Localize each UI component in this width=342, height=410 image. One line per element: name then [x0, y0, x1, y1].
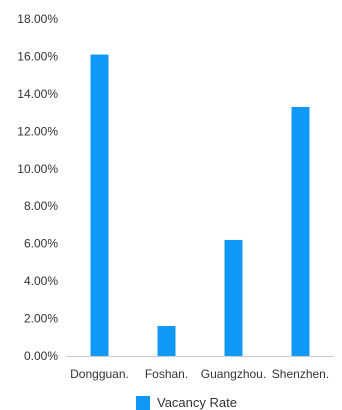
bar-guangzhou: [224, 239, 243, 356]
y-tick-label: 18.00%: [17, 12, 58, 26]
y-tick-label: 16.00%: [17, 49, 58, 63]
y-tick-label: 8.00%: [24, 199, 58, 213]
y-tick-label: 10.00%: [17, 162, 58, 176]
y-axis-ticks: 0.00% 2.00% 4.00% 6.00% 8.00% 10.00% 12.00% 14.…: [17, 12, 58, 363]
legend-label: Vacancy Rate: [157, 395, 237, 410]
bar-dongguan: [90, 54, 109, 356]
x-tick-label: Shenzhen.: [272, 367, 329, 381]
y-tick-label: 2.00%: [24, 312, 58, 326]
x-tick-label: Dongguan.: [70, 367, 129, 381]
y-tick-label: 4.00%: [24, 274, 58, 288]
bar-shenzhen: [291, 106, 310, 356]
y-tick-label: 0.00%: [24, 349, 58, 363]
legend-swatch: [136, 396, 150, 410]
bar-foshan: [157, 326, 176, 356]
y-tick-label: 6.00%: [24, 237, 58, 251]
bars-group: [90, 54, 310, 356]
x-tick-label: Foshan.: [145, 367, 188, 381]
x-tick-label: Guangzhou.: [201, 367, 266, 381]
y-tick-label: 14.00%: [17, 87, 58, 101]
x-axis-ticks: Dongguan. Foshan. Guangzhou. Shenzhen.: [70, 367, 329, 381]
legend: Vacancy Rate: [136, 395, 237, 410]
y-tick-label: 12.00%: [17, 124, 58, 138]
